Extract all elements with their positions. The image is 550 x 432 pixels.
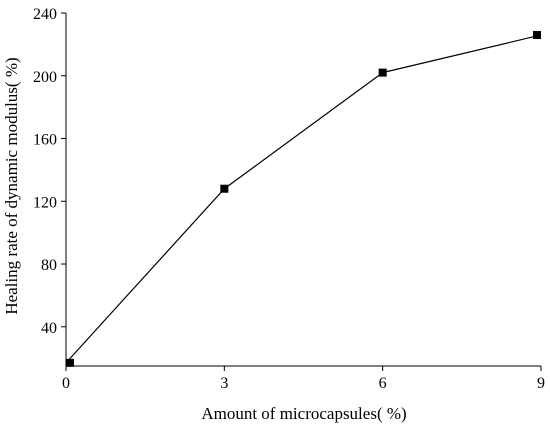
y-axis-title: Healing rate of dynamic modulus( %)	[2, 57, 21, 314]
data-point	[533, 30, 541, 39]
x-axis-title: Amount of microcapsules( %)	[201, 404, 406, 423]
x-tick-label: 6	[379, 375, 387, 392]
x-tick-label: 3	[220, 375, 228, 392]
y-tick-label: 80	[41, 257, 57, 274]
x-tick-label: 0	[62, 375, 70, 392]
series-line	[65, 34, 542, 364]
y-tick-label: 200	[33, 69, 57, 86]
data-point	[220, 184, 229, 193]
y-tick-label: 120	[33, 194, 57, 211]
series-layer	[65, 30, 542, 367]
data-point	[66, 358, 74, 367]
y-tick-label: 160	[33, 132, 57, 149]
x-tick-label: 9	[537, 375, 545, 392]
x-axis-ticks: 0 3 6 9	[62, 366, 545, 392]
data-point	[378, 68, 387, 77]
y-tick-label: 240	[33, 6, 57, 23]
y-axis-ticks: 40 80 120 160 200 240	[33, 6, 66, 337]
y-tick-label: 40	[41, 320, 57, 337]
